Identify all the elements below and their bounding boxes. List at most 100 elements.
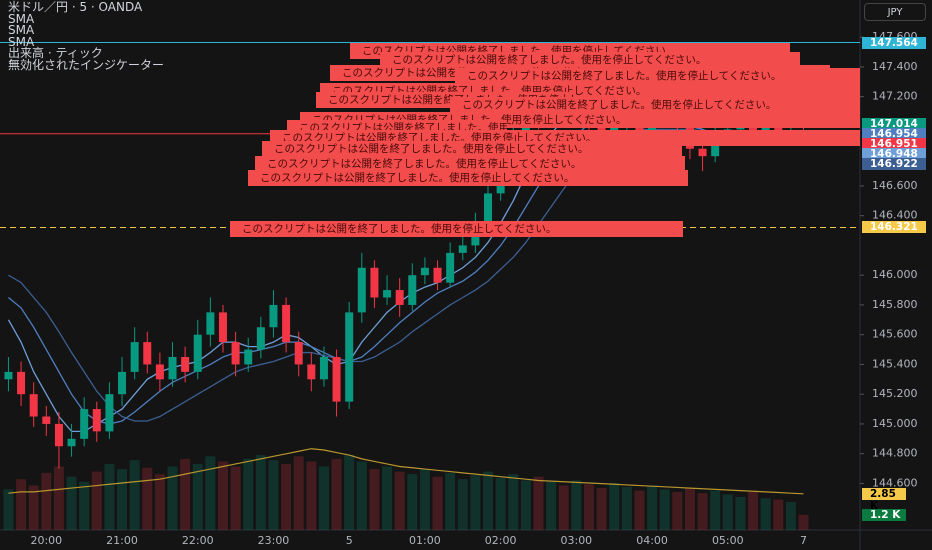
volume-bar — [583, 484, 594, 530]
price-tag: 147.564 — [862, 36, 926, 49]
volume-bar — [281, 463, 292, 530]
candle-body — [307, 364, 316, 380]
x-tick-label: 01:00 — [409, 534, 441, 547]
volume-bar — [546, 481, 557, 530]
volume-bar — [533, 476, 544, 530]
volume-bar — [356, 461, 367, 530]
candle-body — [54, 423, 63, 447]
volume-bar — [773, 499, 784, 530]
volume-bar — [382, 466, 393, 530]
volume-bar — [154, 474, 165, 530]
volume-bar — [722, 494, 733, 530]
volume-bar — [306, 461, 317, 530]
x-tick-label: 03:00 — [560, 534, 592, 547]
candle-body — [193, 334, 202, 372]
y-tick-label: 144.800 — [872, 447, 918, 460]
volume-bar — [432, 476, 443, 530]
volume-bar — [28, 485, 39, 530]
candle-body — [420, 267, 429, 276]
notice-label: このスクリプトは公開を終了しました。使用を停止してください。 — [262, 141, 682, 157]
volume-bar — [104, 463, 115, 530]
x-tick-label: 5 — [346, 534, 353, 547]
volume-bar — [293, 456, 304, 530]
notice-label: このスクリプトは公開を終了しました。使用を停止してください。 — [248, 170, 688, 186]
x-tick-label: 21:00 — [106, 534, 138, 547]
volume-bar — [470, 475, 481, 530]
candle-body — [92, 409, 101, 432]
candle-body — [395, 290, 404, 305]
candle-body — [458, 245, 467, 253]
price-tag: 146.951 — [862, 138, 926, 151]
indicator-label: SMA — [8, 34, 35, 49]
candle-body — [408, 275, 417, 305]
volume-bar — [117, 469, 128, 530]
y-tick-label: 146.600 — [872, 179, 918, 192]
volume-tag: 2.85 K — [862, 487, 906, 512]
candle-body — [168, 357, 177, 380]
volume-bar — [255, 455, 266, 530]
x-tick-label: 23:00 — [258, 534, 290, 547]
candle-body — [118, 371, 127, 395]
candle-body — [181, 357, 190, 372]
y-tick-label: 145.800 — [872, 298, 918, 311]
candle-body — [80, 409, 89, 439]
volume-bar — [596, 488, 607, 530]
volume-bar — [445, 472, 456, 530]
candle-body — [433, 267, 442, 283]
volume-bar — [647, 485, 658, 530]
y-tick-label: 146.400 — [872, 209, 918, 222]
volume-ma — [8, 448, 804, 495]
notice-label: このスクリプトは公開を終了しました。使用を停止してください。 — [255, 156, 685, 172]
price-tag: 147.014 — [862, 118, 926, 131]
y-tick-label: 146.000 — [872, 268, 918, 281]
indicator-label: SMA — [8, 23, 35, 37]
volume-bar — [659, 489, 670, 530]
y-tick-label: 145.000 — [872, 417, 918, 430]
volume-bar — [697, 493, 708, 530]
volume-bar — [634, 490, 645, 530]
y-tick-label: 145.400 — [872, 357, 918, 370]
volume-bar — [243, 458, 254, 530]
volume-bar — [230, 466, 241, 530]
volume-bar — [407, 474, 418, 530]
candle-body — [29, 394, 38, 417]
notice-label: このスクリプトは公開を終了しました。使用を停止してください。 — [455, 68, 860, 84]
volume-bar — [457, 479, 468, 530]
volume-bar — [3, 489, 14, 530]
candle-body — [256, 327, 265, 350]
x-tick-label: 7 — [800, 534, 807, 547]
volume-bar — [520, 480, 531, 530]
volume-bar — [79, 481, 90, 530]
volume-bar — [91, 471, 102, 530]
volume-bar — [798, 514, 809, 530]
chart-title: 米ドル／円 · 5 · OANDA — [8, 0, 143, 14]
price-tag: 146.948 — [862, 148, 926, 161]
candle-body — [130, 342, 139, 372]
candle-body — [155, 364, 164, 380]
price-tag: 146.954 — [862, 128, 926, 141]
volume-bar — [268, 460, 279, 530]
candle-body — [383, 290, 392, 298]
candle-body — [282, 304, 291, 343]
volume-tag: 1.2 K — [862, 508, 906, 521]
x-tick-label: 20:00 — [30, 534, 62, 547]
volume-bar — [142, 467, 153, 530]
candle-body — [67, 438, 76, 447]
volume-bar — [217, 461, 228, 530]
volume-bar — [672, 491, 683, 530]
candle-body — [332, 357, 341, 402]
volume-bar — [205, 456, 216, 530]
volume-bar — [369, 469, 380, 530]
y-tick-label: 147.200 — [872, 90, 918, 103]
volume-bar — [748, 491, 759, 530]
currency-button[interactable]: JPY — [864, 3, 926, 21]
volume-bar — [419, 469, 430, 530]
volume-bar — [41, 472, 52, 530]
volume-bar — [785, 502, 796, 530]
candle-body — [484, 193, 493, 224]
x-tick-label: 05:00 — [712, 534, 744, 547]
sma-line — [8, 128, 804, 422]
candle-body — [231, 342, 240, 365]
indicator-label: SMA — [8, 11, 35, 26]
price-axis — [860, 0, 932, 550]
